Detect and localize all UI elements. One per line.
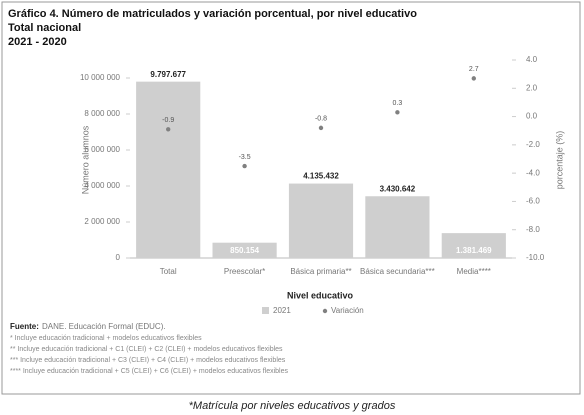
variation-point <box>242 163 247 169</box>
variation-point <box>395 110 400 115</box>
subtitle: Total nacional <box>8 22 81 34</box>
x-tick-label: Básica primaria** <box>290 267 351 276</box>
x-axis-label: Nivel educativo <box>287 290 354 300</box>
y-tick-label: 8 000 000 <box>84 109 120 118</box>
y2-tick-label: -10.0 <box>526 253 545 262</box>
variation-label: 0.3 <box>393 100 403 107</box>
y2-tick-label: -2.0 <box>526 140 540 149</box>
y-tick-label: 6 000 000 <box>84 145 120 154</box>
x-tick-label: Media**** <box>457 267 491 276</box>
legend-label: 2021 <box>273 306 291 315</box>
variation-label: 2.7 <box>469 66 479 73</box>
value-label: 9.797.677 <box>150 70 186 79</box>
value-label: 1.381.469 <box>456 246 492 255</box>
variation-point <box>471 76 476 81</box>
y2-tick-label: 0.0 <box>526 112 538 121</box>
variation-point <box>166 127 171 132</box>
y2-tick-label: -8.0 <box>526 225 540 234</box>
legend-swatch <box>322 308 328 314</box>
y-axis-label: Número alumnos <box>80 125 90 194</box>
source-text: DANE. Educación Formal (EDUC). <box>42 322 166 331</box>
caption: *Matrícula por niveles educativos y grad… <box>189 400 396 412</box>
value-label: 3.430.642 <box>380 184 416 193</box>
y-tick-label: 4 000 000 <box>84 181 120 190</box>
y2-tick-label: -6.0 <box>526 197 540 206</box>
y2-tick-label: 2.0 <box>526 83 538 92</box>
y-tick-label: 10 000 000 <box>80 73 121 82</box>
y2-axis-label: porcentaje (%) <box>554 131 564 190</box>
chart-title: Gráfico 4. Número de matriculados y vari… <box>8 8 417 20</box>
bar <box>288 183 354 258</box>
variation-label: -3.5 <box>239 154 251 161</box>
y2-tick-label: 4.0 <box>526 55 538 64</box>
footnote: ** Incluye educación tradicional + C1 (C… <box>10 346 283 353</box>
variation-label: -0.9 <box>162 117 174 124</box>
x-tick-label: Preescolar* <box>224 267 265 276</box>
y2-tick-label: -4.0 <box>526 168 540 177</box>
legend-label: Variación <box>331 306 364 315</box>
value-label: 850.154 <box>230 246 259 255</box>
source-label: Fuente: <box>10 322 39 331</box>
bar <box>441 233 506 258</box>
legend-swatch <box>262 307 269 314</box>
variation-label: -0.8 <box>315 116 327 123</box>
footnote: *** Incluye educación tradicional + C3 (… <box>10 357 286 364</box>
subtitle: 2021 - 2020 <box>8 36 67 48</box>
bar <box>365 196 430 258</box>
bar <box>136 81 201 258</box>
x-tick-label: Básica secundaria*** <box>360 267 435 276</box>
y-tick-label: 2 000 000 <box>84 217 120 226</box>
bar <box>212 242 277 258</box>
footnote: **** Incluye educación tradicional + C5 … <box>10 368 289 375</box>
footnote: * Incluye educación tradicional + modelo… <box>10 335 202 342</box>
x-tick-label: Total <box>160 267 177 276</box>
y-tick-label: 0 <box>116 253 121 262</box>
value-label: 4.135.432 <box>303 172 339 181</box>
variation-point <box>318 125 324 131</box>
